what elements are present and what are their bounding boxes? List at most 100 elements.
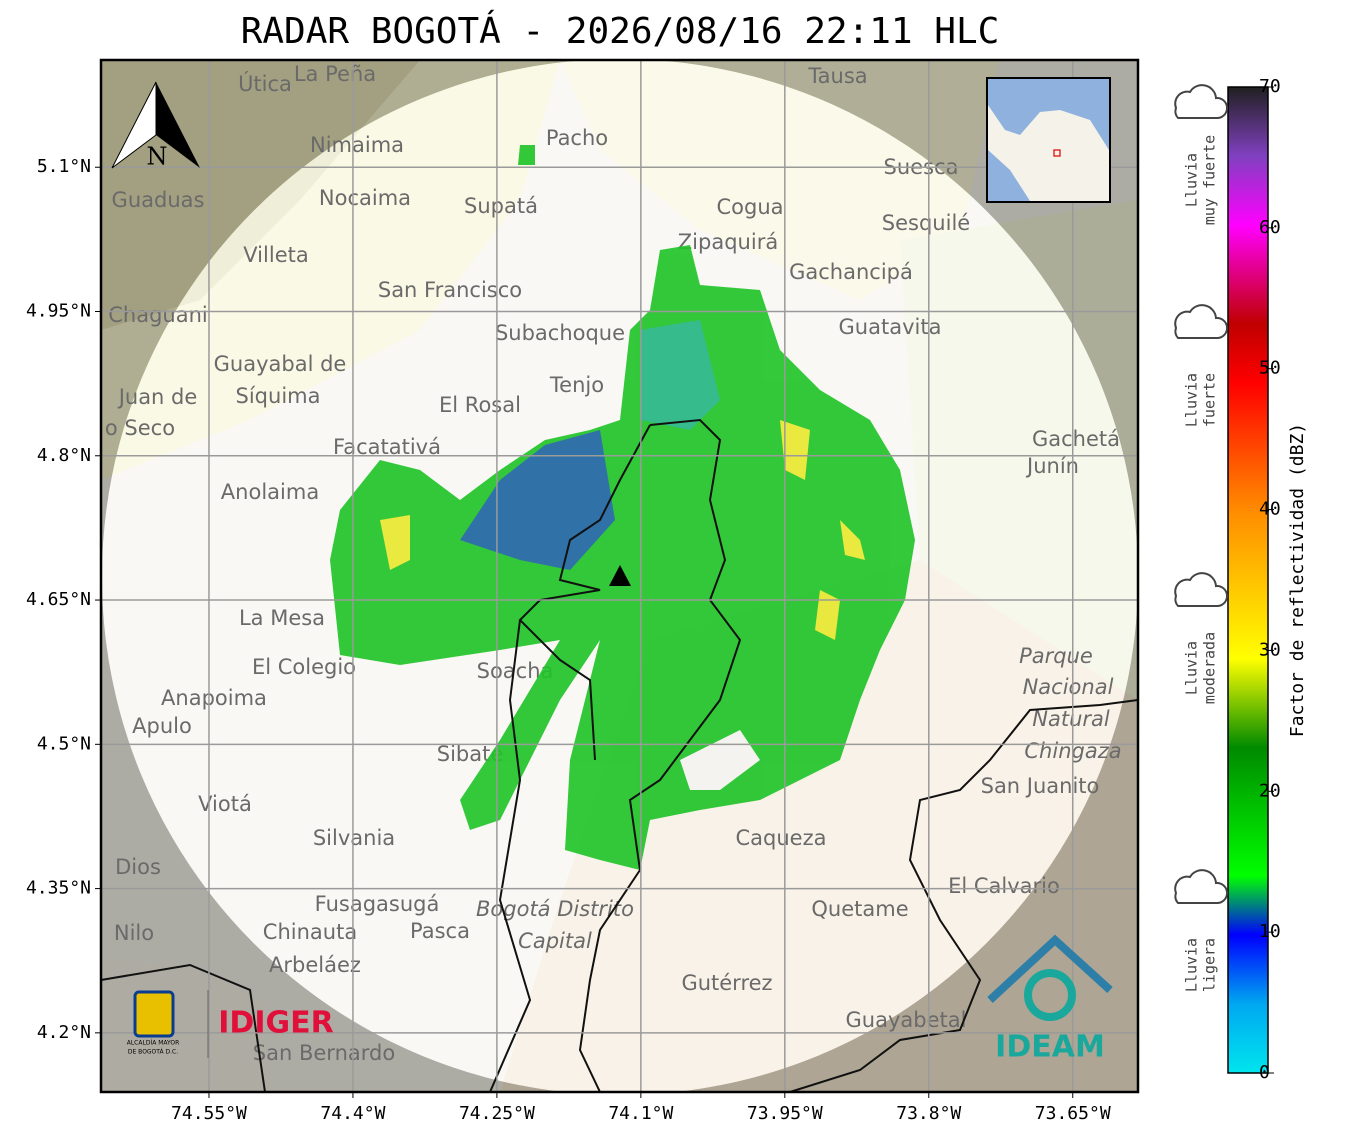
y-tick-label: 4.8°N (37, 445, 91, 466)
cloud-icon (1174, 869, 1228, 904)
place-label: Caqueza (736, 826, 827, 850)
place-label: Chinauta (263, 920, 357, 944)
radar-site (609, 565, 631, 586)
place-label: El Calvario (948, 874, 1060, 898)
place-label: Guatavita (839, 315, 942, 339)
place-label: Nacional (1023, 675, 1114, 699)
place-label: Útica (238, 71, 292, 96)
place-label: La Mesa (239, 606, 325, 630)
colorbar-tick-label: 10 (1259, 921, 1281, 942)
x-tick-label: 73.8°W (896, 1103, 961, 1124)
place-labels: Útica La Peña Tausa Pacho Nimaima Guaduas Noca… (105, 62, 1122, 1065)
legend-label: moderada (1201, 632, 1219, 704)
x-tick-label: 73.95°W (747, 1103, 823, 1124)
place-label: Síquima (236, 384, 321, 408)
x-tick-label: 74.1°W (608, 1103, 673, 1124)
place-label: Nocaima (319, 186, 411, 210)
place-label: Fusagasugá (315, 892, 440, 916)
logo-text: IDIGER (218, 1006, 333, 1041)
colorbar-tick-label: 30 (1259, 639, 1281, 660)
north-label: N (147, 143, 168, 171)
place-label: Anapoima (161, 686, 267, 710)
logo-text: IDEAM (995, 1030, 1105, 1065)
place-label: Gachancipá (789, 260, 913, 284)
echo-area (518, 145, 535, 165)
cloud-icon (1174, 304, 1228, 339)
y-tick-label: 4.35°N (26, 878, 91, 899)
legend-label: Lluvia (1183, 641, 1201, 695)
place-label: Guaduas (112, 188, 205, 212)
y-tick-label: 4.95°N (26, 301, 91, 322)
colorbar (1227, 86, 1269, 1074)
place-label: Pacho (546, 126, 608, 150)
place-label: Gachetá (1032, 427, 1120, 451)
place-label: Pasca (410, 919, 470, 943)
place-label: Facatativá (333, 435, 441, 459)
echo-area (380, 420, 865, 640)
place-label: Tausa (807, 64, 867, 88)
x-tick-label: 74.25°W (459, 1103, 535, 1124)
echo-area (330, 245, 915, 870)
place-label: Subachoque (495, 321, 625, 345)
legend-label: Lluvia (1183, 153, 1201, 207)
place-label: Junín (1025, 454, 1079, 478)
place-label: Capital (518, 929, 592, 953)
place-label: Villeta (243, 243, 308, 267)
place-label: Tenjo (549, 373, 604, 397)
place-label: San Francisco (378, 278, 522, 302)
place-label: o Seco (105, 416, 175, 440)
place-label: El Rosal (439, 393, 521, 417)
cloud-icon (1174, 572, 1228, 607)
district-boundary (518, 418, 742, 871)
legend-label: fuerte (1201, 373, 1219, 427)
x-tick-label: 73.65°W (1035, 1103, 1111, 1124)
colorbar-axis: 0 10 20 30 40 50 60 70 (1259, 76, 1281, 1083)
place-label: Guayabetal (846, 1008, 967, 1032)
y-tick-label: 4.2°N (37, 1022, 91, 1043)
colorbar-label: Factor de reflectividad (dBZ) (1287, 423, 1308, 737)
colorbar-tick-label: 60 (1259, 217, 1281, 238)
x-tick-label: 74.55°W (171, 1103, 247, 1124)
place-label: Sesquilé (882, 211, 970, 235)
legend-label: muy fuerte (1201, 135, 1219, 225)
place-label: Dios (115, 855, 161, 879)
place-label: Arbeláez (269, 953, 361, 977)
colorbar-tick-label: 50 (1259, 358, 1281, 379)
place-label: San Juanito (981, 774, 1100, 798)
echo-area (640, 320, 720, 430)
axes: 74.55°W 74.4°W 74.25°W 74.1°W 73.95°W 73.8°W 7… (26, 156, 1111, 1124)
y-tick-label: 4.65°N (26, 589, 91, 610)
place-label: El Colegio (252, 655, 356, 679)
region (101, 60, 420, 330)
colorbar-tick-label: 40 (1259, 499, 1281, 520)
colorbar-tick-label: 0 (1259, 1062, 1270, 1083)
title: RADAR BOGOTÁ - 2026/08/16 22:11 HLC (241, 10, 1000, 52)
place-label: Nilo (114, 921, 154, 945)
place-label: San Bernardo (253, 1041, 395, 1065)
logo-text: DE BOGOTÁ D.C. (128, 1049, 178, 1056)
legend-label: ligera (1201, 938, 1219, 992)
place-label: Silvania (313, 826, 395, 850)
colorbar-tick-label: 20 (1259, 780, 1281, 801)
place-label: Natural (1032, 707, 1110, 731)
place-label: Gutérrez (681, 971, 772, 995)
place-label: Nimaima (310, 133, 404, 157)
inset-map (986, 77, 1111, 203)
grid (101, 60, 1138, 1092)
y-tick-label: 4.5°N (37, 733, 91, 754)
legend-label: Lluvia (1183, 938, 1201, 992)
place-label: Chaguani (108, 303, 208, 327)
cloud-icon (1174, 84, 1228, 119)
legend-label: Lluvia (1183, 373, 1201, 427)
map: Útica La Peña Tausa Pacho Nimaima Guaduas Noca… (101, 60, 1138, 1092)
map-frame (99, 58, 1140, 1094)
place-label: Cogua (716, 195, 783, 219)
place-label: Juan de (117, 385, 198, 409)
department-boundary (101, 619, 1138, 1092)
logo-text: ALCALDÍA MAYOR (127, 1040, 180, 1047)
north-arrow: N (111, 81, 200, 171)
place-label: Apulo (132, 714, 192, 738)
place-label: Supatá (464, 194, 538, 218)
